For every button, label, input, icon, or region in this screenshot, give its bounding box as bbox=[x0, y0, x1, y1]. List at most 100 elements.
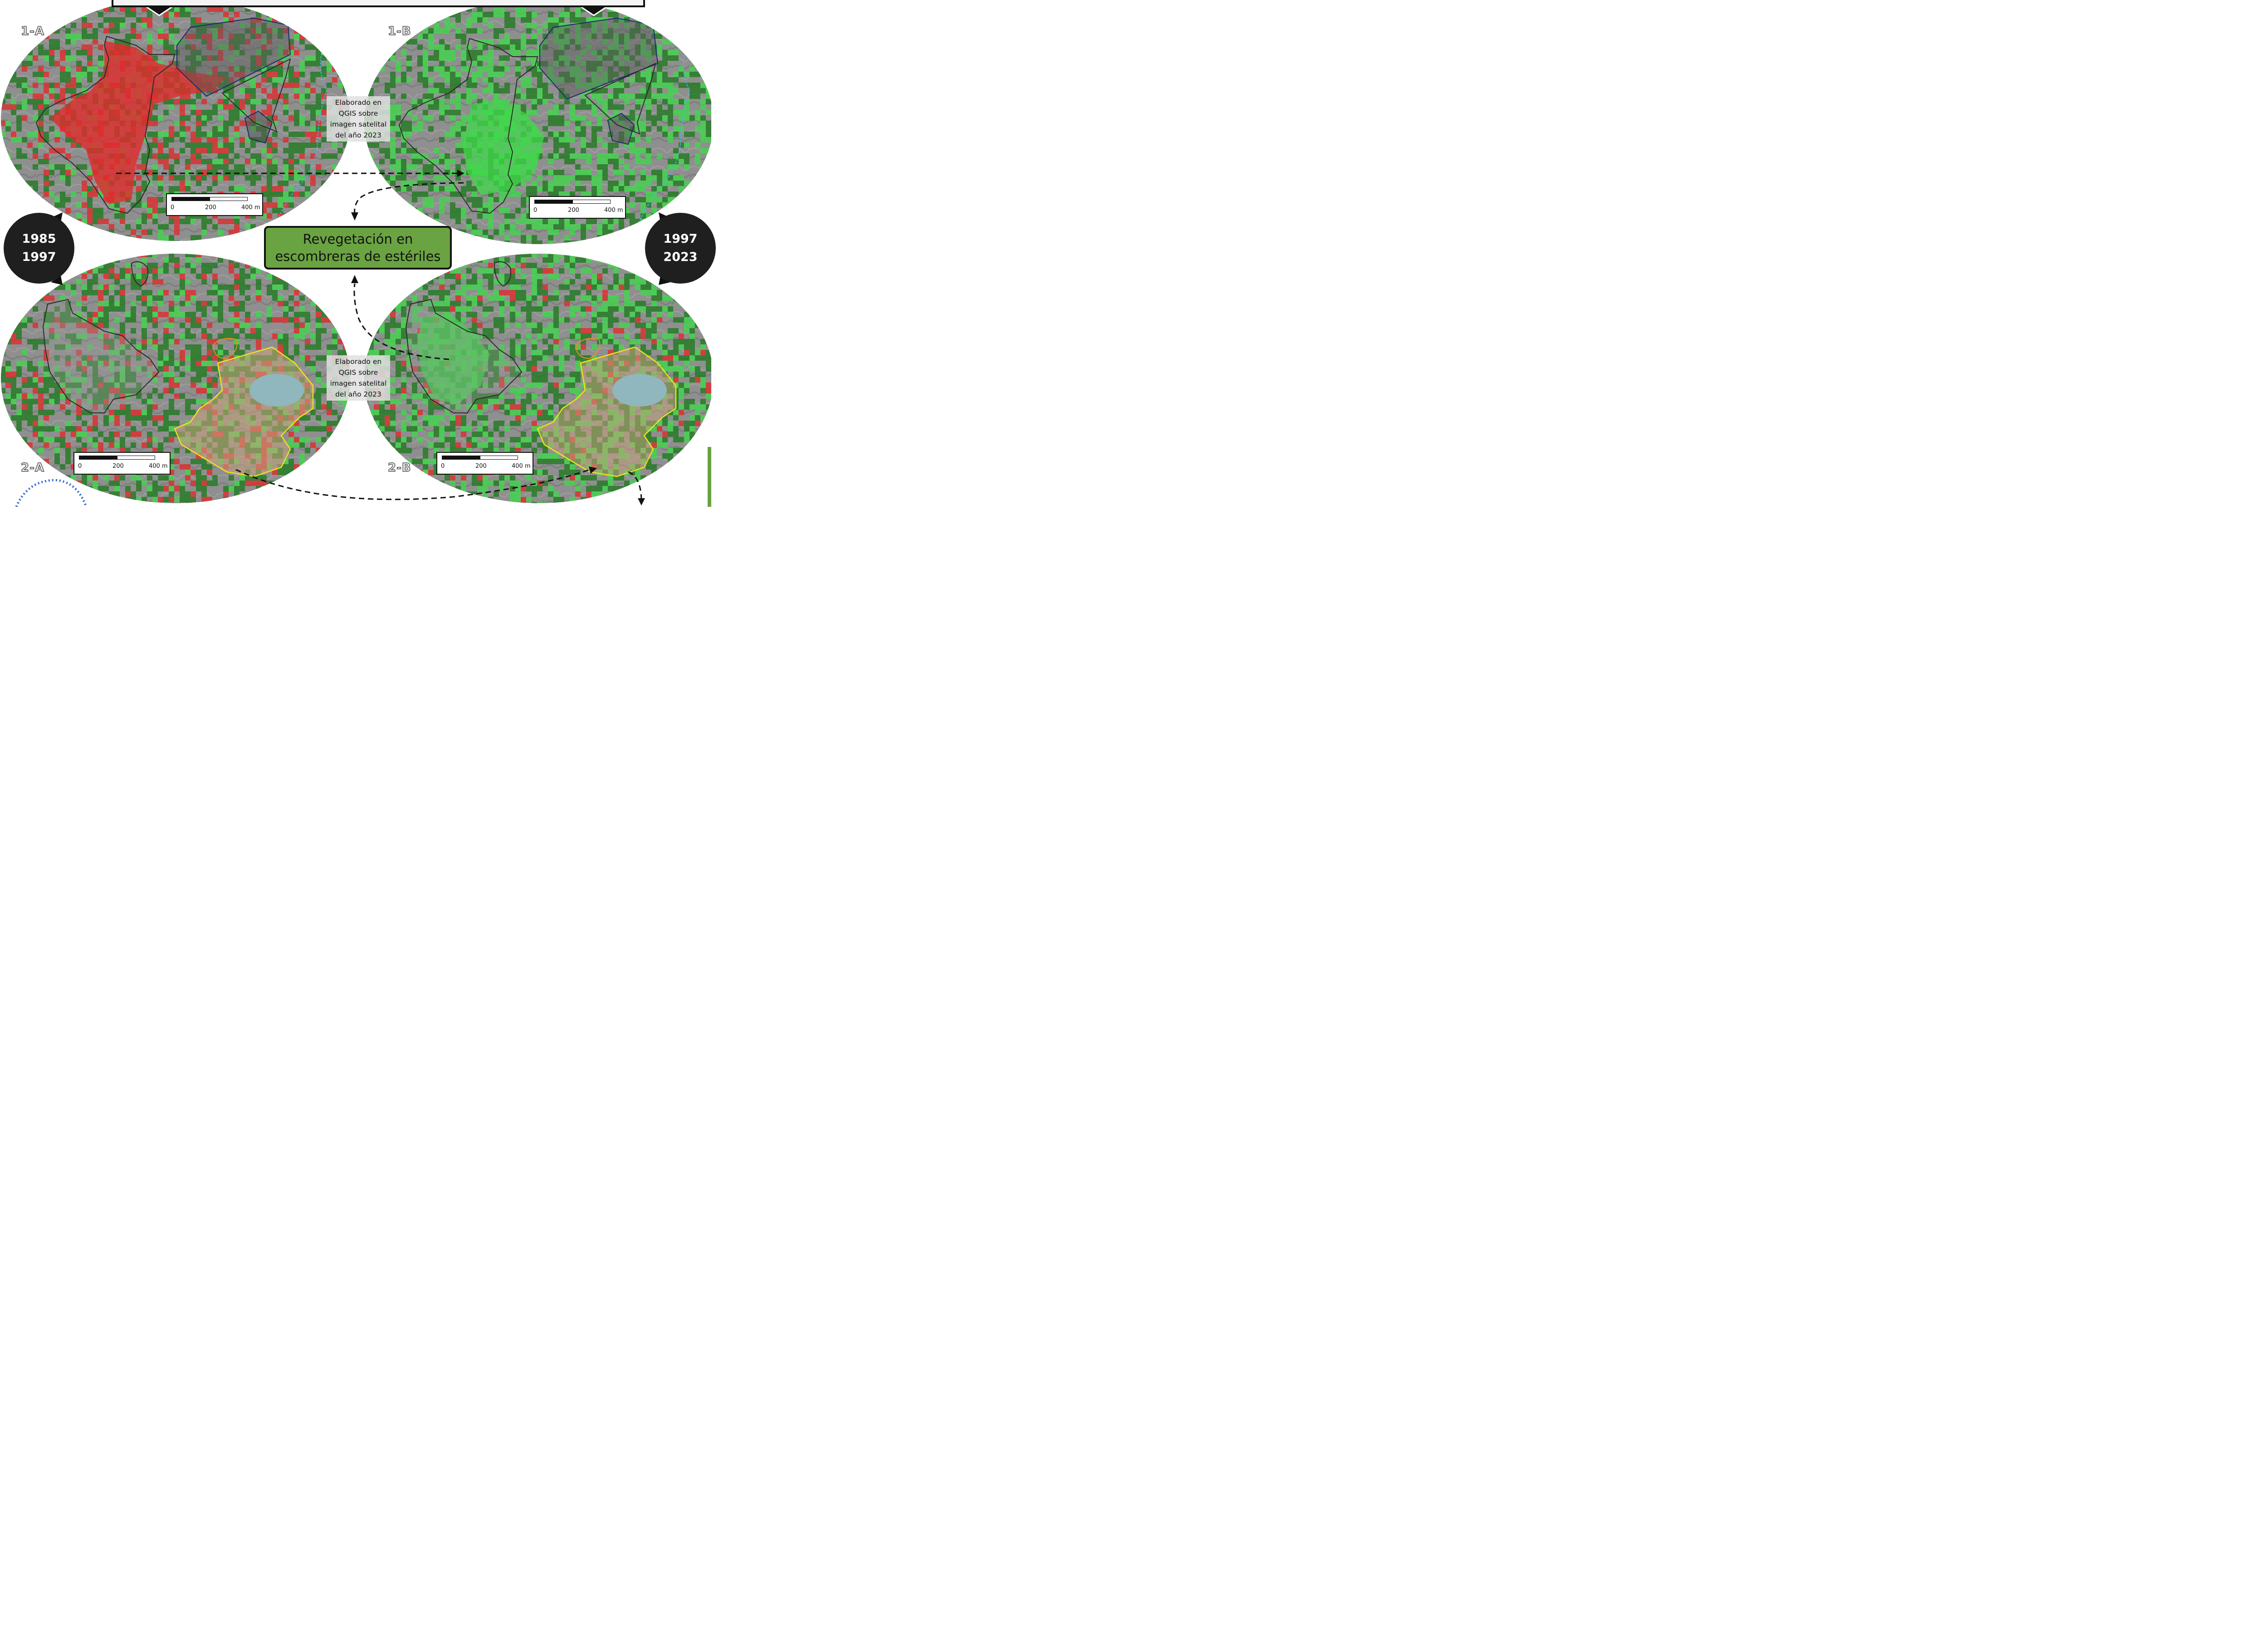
change-cell bbox=[267, 312, 272, 317]
change-cell bbox=[98, 301, 103, 306]
change-cell bbox=[5, 383, 11, 388]
change-cell bbox=[44, 290, 49, 295]
change-cell bbox=[288, 132, 294, 137]
change-cell bbox=[532, 240, 537, 244]
change-cell bbox=[559, 12, 564, 17]
change-cell bbox=[646, 137, 651, 142]
change-cell bbox=[305, 186, 310, 191]
change-cell bbox=[5, 393, 11, 399]
change-cell bbox=[33, 383, 38, 388]
change-cell bbox=[201, 361, 207, 366]
change-cell bbox=[428, 126, 434, 132]
change-cell bbox=[695, 110, 700, 115]
change-cell bbox=[267, 186, 272, 191]
change-cell bbox=[234, 350, 240, 355]
change-cell bbox=[294, 350, 299, 355]
change-cell bbox=[82, 164, 87, 170]
change-cell bbox=[521, 104, 526, 110]
change-cell bbox=[321, 202, 327, 208]
pond-boundary bbox=[607, 113, 635, 145]
change-cell bbox=[348, 17, 350, 23]
change-cell bbox=[597, 181, 602, 186]
change-cell bbox=[27, 197, 33, 202]
change-cell bbox=[294, 328, 299, 333]
change-cell bbox=[5, 442, 11, 448]
change-cell bbox=[316, 453, 321, 459]
change-cell bbox=[71, 284, 76, 290]
change-cell bbox=[630, 34, 635, 39]
change-cell bbox=[250, 23, 256, 28]
change-cell bbox=[98, 383, 103, 388]
change-cell bbox=[406, 61, 412, 66]
change-cell bbox=[689, 23, 695, 28]
change-cell bbox=[337, 317, 343, 323]
change-cell bbox=[466, 224, 472, 230]
change-cell bbox=[174, 175, 180, 181]
change-cell bbox=[93, 437, 98, 442]
change-cell bbox=[207, 344, 212, 350]
change-cell bbox=[103, 6, 109, 12]
change-cell bbox=[586, 219, 591, 224]
change-cell bbox=[82, 333, 87, 339]
change-cell bbox=[327, 208, 332, 213]
change-cell bbox=[364, 39, 368, 44]
change-cell bbox=[229, 263, 234, 268]
change-cell bbox=[250, 159, 256, 164]
change-cell bbox=[559, 224, 564, 230]
change-cell bbox=[93, 372, 98, 377]
change-cell bbox=[635, 99, 640, 104]
change-cell bbox=[250, 83, 256, 88]
change-cell bbox=[136, 219, 142, 224]
change-cell bbox=[532, 88, 537, 93]
change-cell bbox=[591, 186, 597, 191]
change-cell bbox=[174, 339, 180, 344]
change-cell bbox=[316, 344, 321, 350]
change-cell bbox=[472, 240, 477, 244]
change-cell bbox=[93, 240, 98, 241]
change-cell bbox=[185, 464, 191, 470]
change-cell bbox=[559, 55, 564, 61]
change-cell bbox=[548, 17, 553, 23]
change-cell bbox=[267, 72, 272, 77]
change-cell bbox=[16, 426, 22, 432]
change-cell bbox=[646, 148, 651, 153]
change-cell bbox=[337, 83, 343, 88]
change-cell bbox=[201, 328, 207, 333]
change-cell bbox=[679, 197, 684, 202]
change-cell bbox=[147, 290, 152, 295]
change-cell bbox=[131, 426, 136, 432]
change-cell bbox=[33, 164, 38, 170]
change-cell bbox=[87, 361, 93, 366]
change-cell bbox=[54, 17, 60, 23]
change-cell bbox=[526, 39, 532, 44]
change-cell bbox=[586, 142, 591, 148]
change-cell bbox=[272, 170, 278, 175]
change-cell bbox=[98, 486, 103, 491]
change-cell bbox=[316, 39, 321, 44]
change-cell bbox=[327, 301, 332, 306]
change-cell bbox=[142, 17, 147, 23]
change-cell bbox=[581, 170, 586, 175]
change-cell bbox=[272, 83, 278, 88]
change-cell bbox=[103, 421, 109, 426]
change-cell bbox=[283, 17, 288, 23]
change-cell bbox=[272, 77, 278, 83]
change-cell bbox=[82, 202, 87, 208]
change-cell bbox=[559, 104, 564, 110]
change-cell bbox=[1, 306, 5, 312]
change-cell bbox=[548, 93, 553, 99]
change-cell bbox=[619, 246, 624, 251]
change-cell bbox=[218, 44, 223, 50]
change-cell bbox=[640, 186, 646, 191]
change-cell bbox=[575, 186, 581, 191]
change-cell bbox=[327, 284, 332, 290]
change-cell bbox=[169, 104, 174, 110]
change-cell bbox=[483, 77, 488, 83]
change-cell bbox=[87, 279, 93, 284]
change-cell bbox=[332, 17, 337, 23]
change-cell bbox=[5, 202, 11, 208]
change-cell bbox=[240, 164, 245, 170]
change-cell bbox=[87, 219, 93, 224]
change-cell bbox=[575, 175, 581, 181]
change-cell bbox=[131, 279, 136, 284]
